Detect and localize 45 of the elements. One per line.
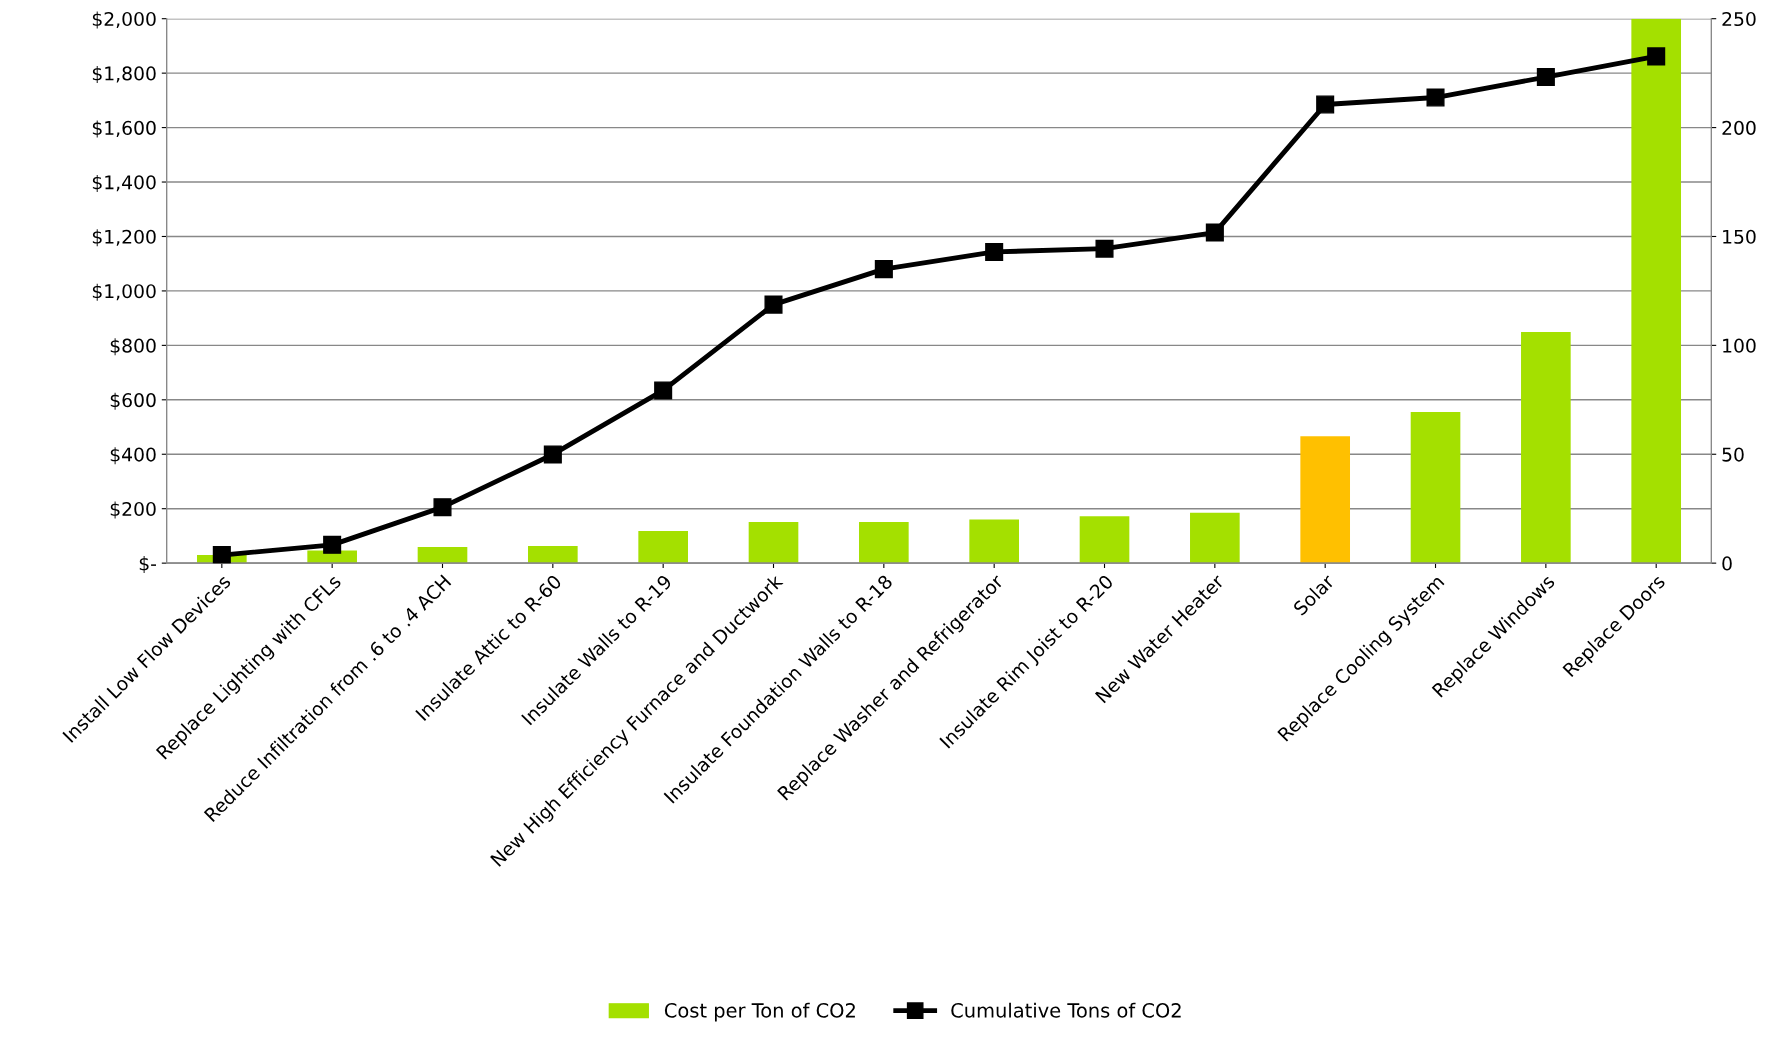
y2-tick-label: 0	[1722, 556, 1732, 571]
bar	[748, 522, 799, 564]
y2-tick-label: 150	[1723, 229, 1756, 244]
point	[1536, 68, 1555, 87]
y-tick-label: $800	[110, 338, 156, 356]
point	[985, 242, 1004, 261]
point	[1095, 239, 1114, 258]
y-tick-label: $1,200	[92, 229, 156, 247]
y-tick-label: $200	[110, 501, 156, 519]
y2-tick-label: 250	[1722, 11, 1756, 27]
point	[874, 260, 893, 279]
y-tick-label: $-	[139, 556, 157, 574]
point	[543, 445, 562, 464]
bar	[859, 522, 909, 564]
point	[1647, 47, 1666, 66]
point	[1316, 95, 1335, 114]
bar	[1521, 332, 1571, 564]
point	[433, 498, 452, 517]
y-tick-label: $600	[110, 392, 156, 410]
y-tick-label: $1,600	[92, 120, 156, 138]
bar	[1190, 512, 1240, 564]
point	[654, 381, 673, 400]
point	[1205, 223, 1224, 242]
y-tick-label: $1,800	[92, 66, 156, 84]
point	[764, 295, 783, 314]
bar	[528, 545, 578, 564]
bar	[1300, 436, 1351, 564]
y2-tick-label: 100	[1723, 338, 1756, 353]
legend-label: Cost per Ton of CO2	[664, 1002, 855, 1022]
y2-tick-label: 200	[1722, 120, 1756, 135]
bar	[1079, 516, 1130, 564]
bar	[417, 547, 468, 564]
legend-label: Cumulative Tons of CO2	[951, 1002, 1181, 1018]
y-tick-label: $1,400	[92, 174, 156, 192]
y-tick-label: $400	[110, 447, 156, 465]
bar	[1631, 18, 1682, 564]
bar	[969, 519, 1019, 564]
point	[323, 535, 342, 554]
bar	[1410, 412, 1461, 564]
point	[1426, 88, 1445, 107]
y-tick-label: $2,000	[92, 11, 156, 29]
point	[212, 546, 231, 564]
bar	[638, 531, 688, 564]
y-tick-label: $1,000	[92, 283, 156, 301]
y2-tick-label: 50	[1722, 447, 1744, 462]
